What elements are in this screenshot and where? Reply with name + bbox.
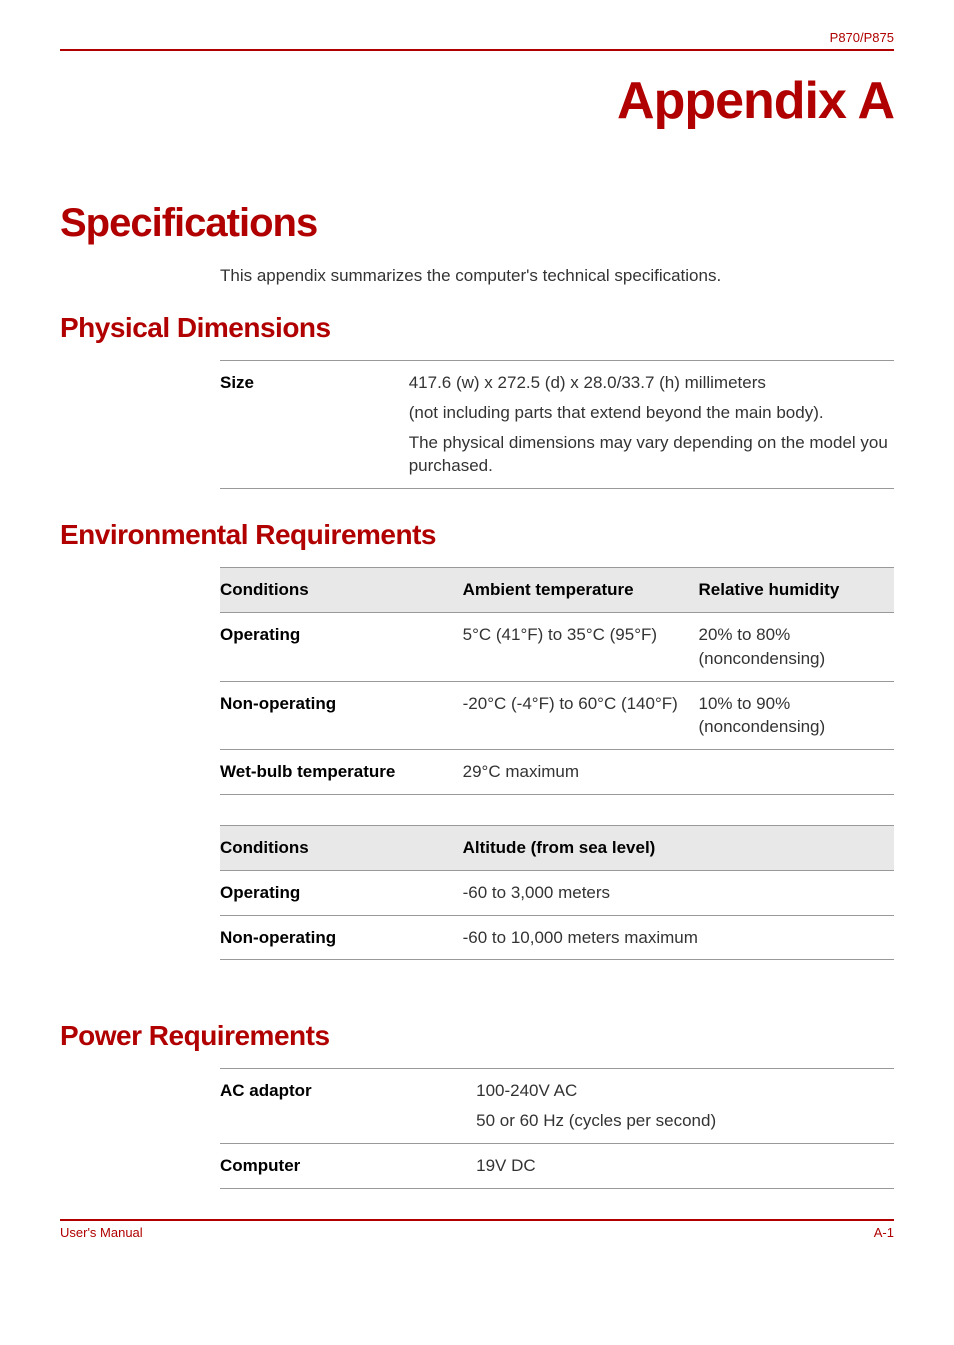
size-label: Size: [220, 369, 409, 480]
nonoperating-humidity: 10% to 90% (noncondensing): [699, 690, 894, 742]
size-line: The physical dimensions may vary dependi…: [409, 431, 888, 479]
table-row: Operating 5°C (41°F) to 35°C (95°F) 20% …: [220, 612, 894, 681]
operating-label: Operating: [220, 621, 463, 673]
ac-adaptor-value: 100-240V AC 50 or 60 Hz (cycles per seco…: [476, 1077, 894, 1135]
size-line: 417.6 (w) x 272.5 (d) x 28.0/33.7 (h) mi…: [409, 371, 888, 395]
appendix-title: Appendix A: [60, 71, 894, 131]
size-value: 417.6 (w) x 272.5 (d) x 28.0/33.7 (h) mi…: [409, 369, 894, 480]
table-row: Non-operating -60 to 10,000 meters maxim…: [220, 915, 894, 961]
wetbulb-label: Wet-bulb temperature: [220, 758, 463, 786]
footer-left: User's Manual: [60, 1225, 143, 1240]
model-label: P870/P875: [830, 30, 894, 45]
header-ambient: Ambient temperature: [463, 576, 699, 604]
altitude-header-conditions: Conditions: [220, 834, 463, 862]
operating-temp: 5°C (41°F) to 35°C (95°F): [463, 621, 699, 673]
computer-value: 19V DC: [476, 1152, 894, 1180]
spacer: [60, 990, 894, 1020]
page-footer: User's Manual A-1: [60, 1219, 894, 1240]
header-humidity: Relative humidity: [699, 576, 894, 604]
size-line: (not including parts that extend beyond …: [409, 401, 888, 425]
nonoperating-label: Non-operating: [220, 690, 463, 742]
header-conditions: Conditions: [220, 576, 463, 604]
ac-line: 50 or 60 Hz (cycles per second): [476, 1109, 888, 1133]
section-title-environmental: Environmental Requirements: [60, 519, 894, 551]
altitude-header: Altitude (from sea level): [463, 834, 894, 862]
section-title-physical: Physical Dimensions: [60, 312, 894, 344]
physical-dimensions-table: Size 417.6 (w) x 272.5 (d) x 28.0/33.7 (…: [220, 360, 894, 489]
main-title: Specifications: [60, 201, 894, 246]
table-row: Size 417.6 (w) x 272.5 (d) x 28.0/33.7 (…: [220, 360, 894, 489]
altitude-nonoperating-label: Non-operating: [220, 924, 463, 952]
altitude-operating-label: Operating: [220, 879, 463, 907]
table-row: AC adaptor 100-240V AC 50 or 60 Hz (cycl…: [220, 1068, 894, 1143]
table-row: Non-operating -20°C (-4°F) to 60°C (140°…: [220, 681, 894, 750]
nonoperating-temp: -20°C (-4°F) to 60°C (140°F): [463, 690, 699, 742]
altitude-nonoperating-value: -60 to 10,000 meters maximum: [463, 924, 894, 952]
table-header-row: Conditions Ambient temperature Relative …: [220, 567, 894, 612]
ac-adaptor-label: AC adaptor: [220, 1077, 476, 1135]
page-header: P870/P875: [60, 30, 894, 51]
environmental-table: Conditions Ambient temperature Relative …: [220, 567, 894, 795]
table-row: Wet-bulb temperature 29°C maximum: [220, 749, 894, 795]
empty-cell: [699, 758, 894, 786]
table-row: Computer 19V DC: [220, 1143, 894, 1189]
table-row: Operating -60 to 3,000 meters: [220, 870, 894, 915]
operating-humidity: 20% to 80% (noncondensing): [699, 621, 894, 673]
power-table: AC adaptor 100-240V AC 50 or 60 Hz (cycl…: [220, 1068, 894, 1188]
intro-text: This appendix summarizes the computer's …: [220, 266, 894, 286]
ac-line: 100-240V AC: [476, 1079, 888, 1103]
section-title-power: Power Requirements: [60, 1020, 894, 1052]
altitude-operating-value: -60 to 3,000 meters: [463, 879, 894, 907]
wetbulb-value: 29°C maximum: [463, 758, 699, 786]
table-header-row: Conditions Altitude (from sea level): [220, 825, 894, 870]
computer-label: Computer: [220, 1152, 476, 1180]
footer-right: A-1: [874, 1225, 894, 1240]
altitude-table: Conditions Altitude (from sea level) Ope…: [220, 825, 894, 960]
